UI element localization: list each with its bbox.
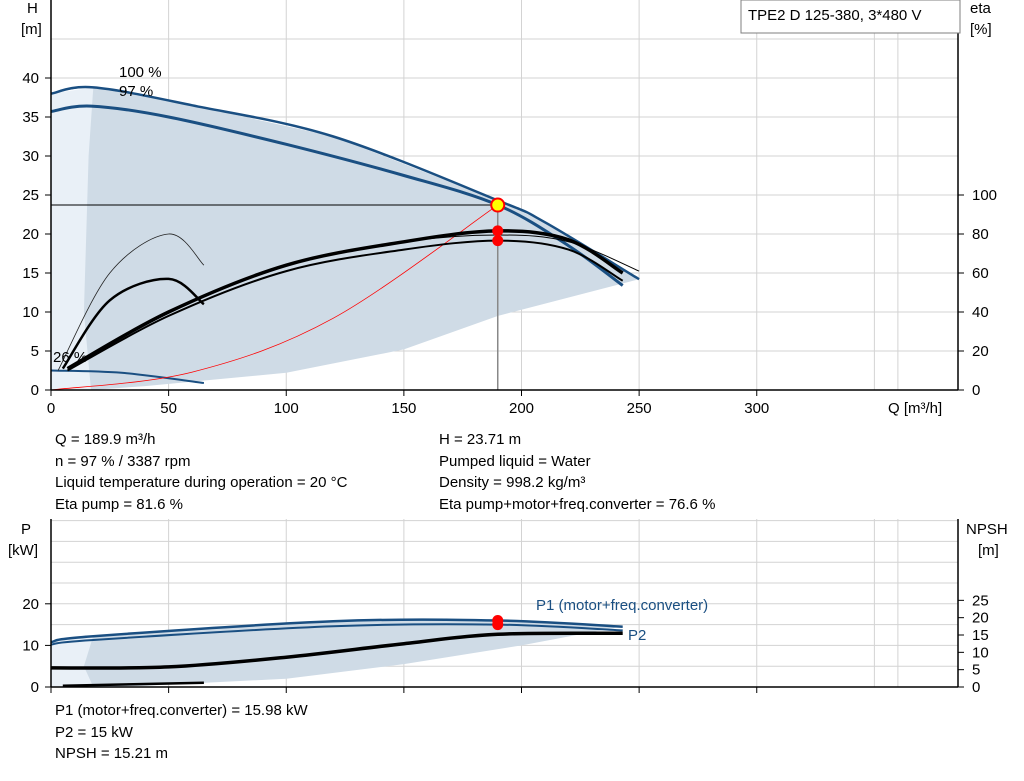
eta-tick-label: 40 <box>972 304 989 321</box>
eta-axis-label: eta <box>970 0 992 17</box>
speed-label-97: 97 % <box>119 83 153 100</box>
speed-label-100: 100 % <box>119 64 162 81</box>
system-curve <box>50 204 498 391</box>
info-eta-pump: Eta pump = 81.6 % <box>55 495 183 513</box>
y-tick-label: 5 <box>31 343 39 360</box>
npsh-tick-label: 5 <box>972 662 980 679</box>
x-tick-label: 0 <box>47 400 55 417</box>
region-light <box>51 87 94 391</box>
eta-tick-label: 60 <box>972 265 989 282</box>
p-tick-label: 10 <box>22 637 39 654</box>
info-eta-total: Eta pump+motor+freq.converter = 76.6 % <box>439 495 716 513</box>
power-operating-range <box>51 620 623 687</box>
y-tick-label: 0 <box>31 382 39 399</box>
npsh-tick-label: 20 <box>972 610 989 627</box>
speed-label-26: 26 % <box>53 349 87 366</box>
info-pumped-liquid: Pumped liquid = Water <box>439 452 591 470</box>
npsh-axis-unit: [m] <box>978 542 999 559</box>
npsh-curve <box>50 631 623 670</box>
p2-curve <box>50 623 623 646</box>
npsh-tick-label: 15 <box>972 627 989 644</box>
y-tick-label: 20 <box>22 226 39 243</box>
eta-tick-label: 80 <box>972 226 989 243</box>
info-npsh: NPSH = 15.21 m <box>55 745 168 762</box>
qh-plot: 0 50 100 150 200 250 300 0 5 10 15 20 25 30 35 40 0 20 40 6… <box>21 0 997 417</box>
power-axes <box>50 519 959 688</box>
power-curves <box>50 615 623 688</box>
p-axis-unit: [kW] <box>8 542 38 559</box>
npsh-tick-label: 0 <box>972 679 980 696</box>
qh-curve-100 <box>50 85 640 281</box>
op-p2-marker <box>492 619 504 631</box>
eta-curve-total <box>67 239 624 372</box>
y-tick-label: 35 <box>22 109 39 126</box>
npsh-tick-label: 25 <box>972 592 989 609</box>
x-tick-label: 200 <box>509 400 534 417</box>
eta-curve-97 <box>66 229 624 371</box>
eta-tick-label: 0 <box>972 382 980 399</box>
info-p2: P2 = 15 kW <box>55 723 133 741</box>
y-tick-label: 30 <box>22 148 39 165</box>
p1-curve-label: P1 (motor+freq.converter) <box>536 597 708 614</box>
power-info: P1 (motor+freq.converter) = 15.98 kW P2 … <box>55 700 308 765</box>
y-tick-label: 25 <box>22 187 39 204</box>
x-tick-label: 50 <box>160 400 177 417</box>
info-q: Q = 189.9 m³/h <box>55 431 156 448</box>
eta-tick-label: 20 <box>972 343 989 360</box>
qh-operating-range <box>51 87 640 391</box>
info-p1: P1 (motor+freq.converter) = 15.98 kW <box>55 702 308 719</box>
power-region-light <box>51 636 94 687</box>
q-axis-label: Q [m³/h] <box>888 400 942 417</box>
op-point-marker <box>490 197 506 213</box>
title-box-text: TPE2 D 125-380, 3*480 V <box>748 7 921 24</box>
eta-axis-unit: [%] <box>970 21 992 38</box>
info-liquid-temp: Liquid temperature during operation = 20… <box>55 474 348 491</box>
title-box <box>740 0 961 34</box>
power-region-band <box>83 620 623 687</box>
operating-info-right: H = 23.71 m Pumped liquid = Water Densit… <box>439 429 715 515</box>
info-n: n = 97 % / 3387 rpm <box>55 452 191 470</box>
op-eta-total-marker <box>492 235 504 247</box>
p-axis-label: P <box>21 521 31 538</box>
p2-curve-label: P2 <box>628 627 646 644</box>
qh-curves <box>50 85 640 391</box>
y-tick-label: 10 <box>22 304 39 321</box>
x-tick-label: 100 <box>274 400 299 417</box>
operating-info-left: Q = 189.9 m³/h n = 97 % / 3387 rpm Liqui… <box>55 429 347 515</box>
eta-curve-26 <box>61 277 205 370</box>
info-density: Density = 998.2 kg/m³ <box>439 474 586 491</box>
region-band <box>83 87 640 391</box>
y-tick-label: 40 <box>22 70 39 87</box>
x-tick-label: 300 <box>744 400 769 417</box>
h-axis-label: H <box>27 0 38 17</box>
npsh-tick-label: 10 <box>972 644 989 661</box>
op-eta-pump-marker <box>492 225 504 237</box>
p-tick-label: 0 <box>31 679 39 696</box>
y-tick-label: 15 <box>22 265 39 282</box>
x-tick-label: 150 <box>391 400 416 417</box>
x-tick-label: 250 <box>627 400 652 417</box>
qh-ticks: 0 50 100 150 200 250 300 0 5 10 15 20 25 30 35 40 0 20 40 6… <box>22 70 997 417</box>
eta-tick-label: 100 <box>972 187 997 204</box>
p1-curve <box>50 618 623 644</box>
eta-curve-26-thin <box>57 233 205 371</box>
p-curve-26 <box>62 681 204 688</box>
info-h: H = 23.71 m <box>439 431 522 448</box>
h-axis-unit: [m] <box>21 21 42 38</box>
qh-curve-100-thin <box>50 86 94 95</box>
p-tick-label: 20 <box>22 596 39 613</box>
npsh-axis-label: NPSH <box>966 521 1008 538</box>
